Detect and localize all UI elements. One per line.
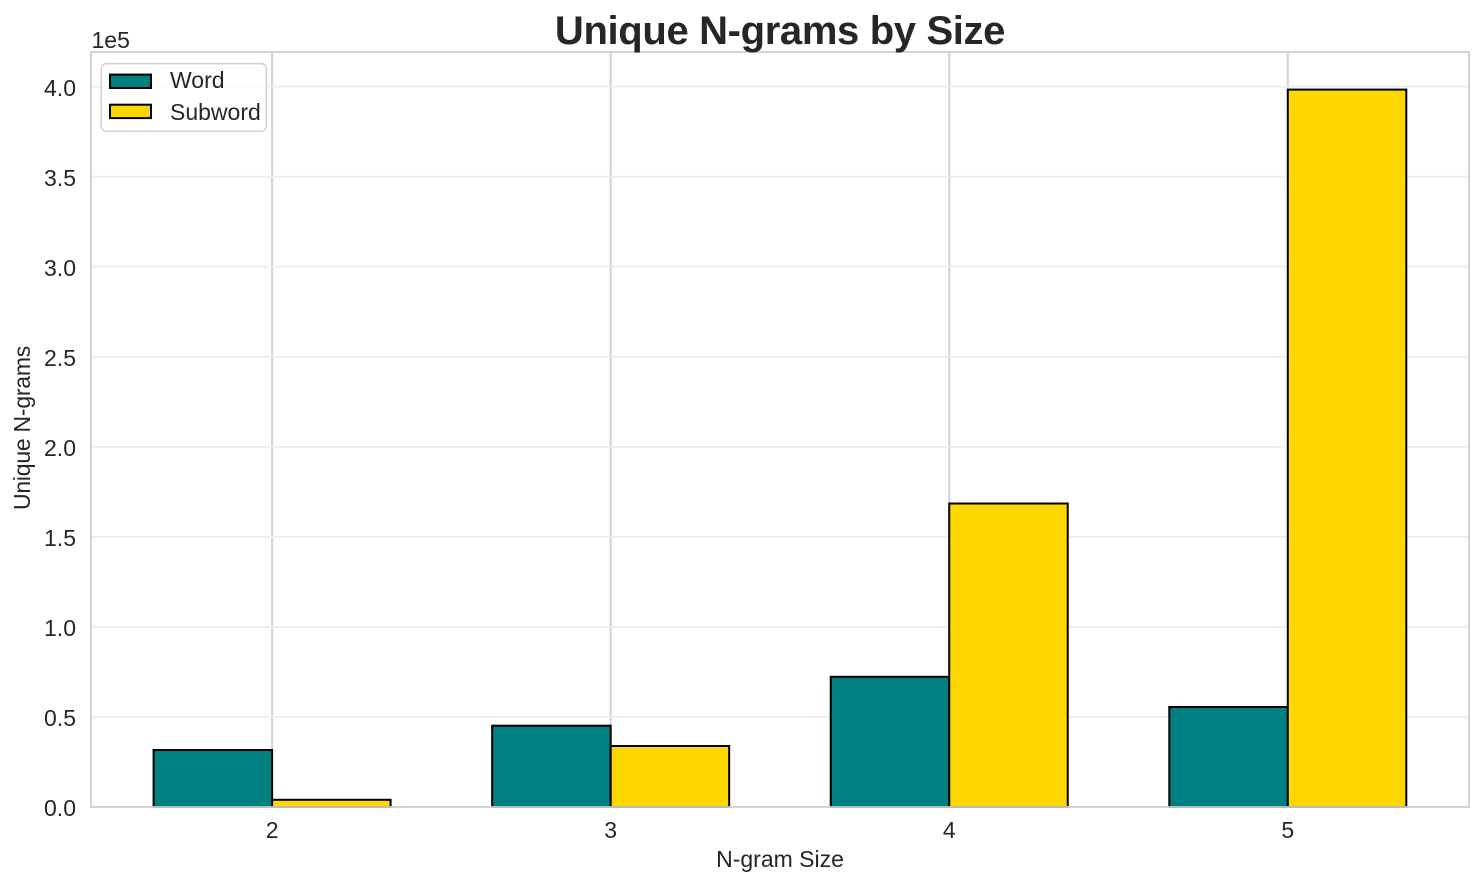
svg-text:Subword: Subword — [170, 99, 261, 125]
svg-text:1e5: 1e5 — [92, 27, 130, 53]
svg-text:Unique N-grams by Size: Unique N-grams by Size — [555, 9, 1005, 53]
svg-text:3.5: 3.5 — [44, 165, 76, 191]
svg-text:2: 2 — [266, 817, 279, 843]
svg-text:1.0: 1.0 — [44, 615, 76, 641]
svg-text:4: 4 — [943, 817, 956, 843]
svg-text:Unique N-grams: Unique N-grams — [9, 346, 35, 510]
svg-text:3.0: 3.0 — [44, 255, 76, 281]
svg-text:N-gram Size: N-gram Size — [716, 846, 844, 872]
svg-text:3: 3 — [604, 817, 617, 843]
svg-text:5: 5 — [1281, 817, 1294, 843]
svg-text:1.5: 1.5 — [44, 525, 76, 551]
svg-text:2.0: 2.0 — [44, 435, 76, 461]
svg-text:Word: Word — [170, 67, 225, 93]
svg-text:4.0: 4.0 — [44, 75, 76, 101]
svg-text:0.0: 0.0 — [44, 795, 76, 821]
svg-text:0.5: 0.5 — [44, 705, 76, 731]
svg-text:2.5: 2.5 — [44, 345, 76, 371]
